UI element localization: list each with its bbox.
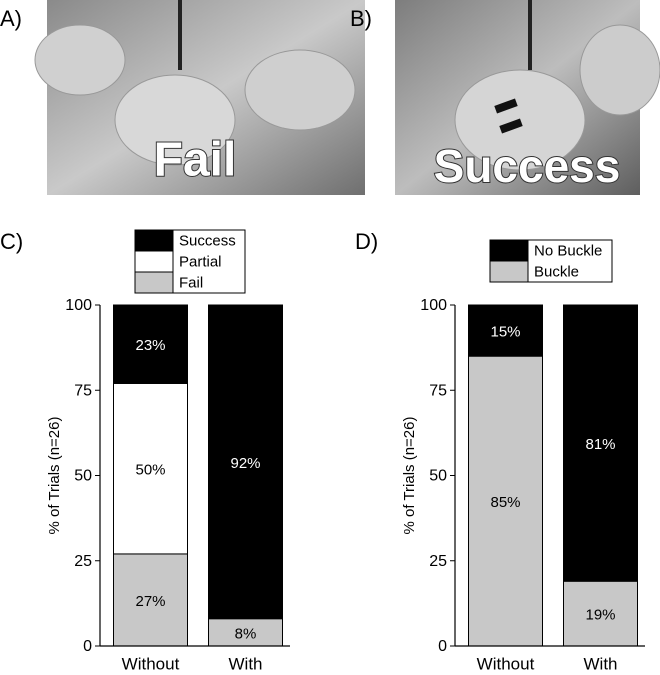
panel-label: A) (0, 6, 22, 31)
panel-label: D) (355, 229, 378, 254)
bar-segment (468, 355, 543, 647)
value-label: 92% (230, 455, 260, 472)
bar-segment (208, 618, 283, 647)
bar-segment (563, 304, 638, 582)
value-label: 81% (585, 436, 615, 453)
x-tick-label: With (584, 654, 618, 673)
value-label: 15% (490, 324, 520, 341)
y-axis-label: % of Trials (n=26) (46, 417, 63, 535)
y-tick-label: 100 (420, 297, 447, 314)
y-axis-label: % of Trials (n=26) (401, 417, 418, 535)
photo-a: Fail (34, 0, 365, 195)
legend-label: Success (179, 232, 236, 249)
panel-label: B) (350, 6, 372, 31)
legend-swatch (134, 229, 174, 252)
y-tick-label: 0 (83, 638, 92, 655)
y-tick-label: 75 (74, 382, 92, 399)
legend-label: Fail (179, 274, 203, 291)
legend-label: Partial (179, 253, 222, 270)
y-tick-label: 100 (65, 297, 92, 314)
value-label: 8% (235, 625, 257, 642)
y-tick-label: 50 (74, 468, 92, 485)
value-label: 85% (490, 494, 520, 511)
x-tick-label: Without (122, 654, 180, 673)
bar-segment (563, 580, 638, 647)
photo-caption: Success (434, 140, 621, 192)
x-tick-label: With (229, 654, 263, 673)
y-tick-label: 25 (429, 553, 447, 570)
bar-segment (113, 304, 188, 384)
y-tick-label: 25 (74, 553, 92, 570)
value-label: 23% (135, 337, 165, 354)
x-tick-label: Without (477, 654, 535, 673)
photo-caption: Fail (154, 134, 237, 187)
bar-segment (113, 382, 188, 555)
value-label: 50% (135, 462, 165, 479)
value-label: 27% (135, 593, 165, 610)
y-tick-label: 0 (438, 638, 447, 655)
panel-label: C) (0, 229, 23, 254)
photo-b: Success (395, 0, 660, 195)
value-label: 19% (585, 607, 615, 624)
legend-label: No Buckle (534, 242, 602, 259)
legend-label: Buckle (534, 263, 579, 280)
bar-segment (208, 304, 283, 620)
y-tick-label: 75 (429, 382, 447, 399)
bar-segment (468, 304, 543, 357)
y-tick-label: 50 (429, 468, 447, 485)
legend-swatch (489, 260, 529, 283)
legend-swatch (134, 250, 174, 273)
legend-swatch (134, 271, 174, 294)
legend-swatch (489, 239, 529, 262)
